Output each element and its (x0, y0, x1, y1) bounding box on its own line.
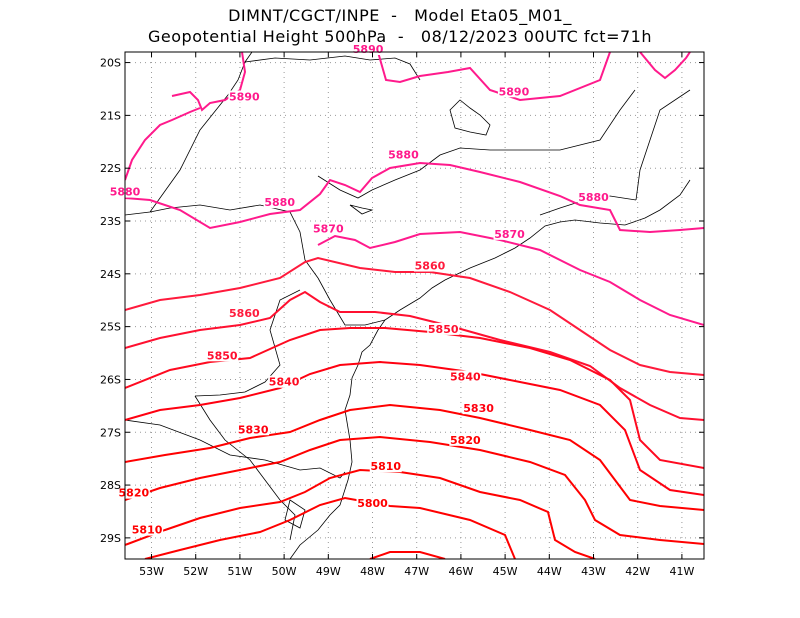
contour-label-5810: 5810 (370, 460, 401, 473)
lon-tick-label: 41W (669, 565, 694, 578)
coastline (384, 179, 691, 321)
lat-tick-label: 20S (100, 57, 121, 70)
contour-label-bg (427, 322, 460, 335)
lat-tick-label: 21S (100, 109, 121, 122)
contour-label-bg (206, 349, 239, 362)
contour-5890-b (377, 52, 611, 102)
contour-label-bg (449, 433, 482, 446)
coastline-south (289, 319, 386, 559)
state-border-pr-sc (317, 277, 386, 326)
contour-5790 (369, 551, 446, 559)
contour-label-bg (117, 486, 150, 499)
contour-label-5880: 5880 (578, 191, 609, 204)
state-border-mg-sp (149, 52, 253, 213)
contour-label-bg (497, 85, 530, 98)
lon-tick-label: 42W (625, 565, 650, 578)
contour-5860 (125, 256, 704, 376)
contour-5820 (125, 403, 704, 511)
state-border-sp-mg (317, 89, 636, 199)
axis-ticks: 53W 52W 51W 50W 49W 48W 47W 46W 45W 44W 43W 42W 41W 2… (100, 52, 704, 578)
contour-label-bg (413, 259, 446, 272)
contour-label-bg (131, 523, 164, 536)
contour-label-5860: 5860 (415, 260, 446, 273)
contour-label-bg (493, 227, 526, 240)
contour-label-bg (312, 222, 345, 235)
contour-label-bg (228, 307, 261, 320)
state-border-ms (125, 204, 319, 279)
contour-label-5890: 5890 (353, 43, 384, 56)
contour-label-bg (263, 196, 296, 209)
contour-label-5860: 5860 (229, 307, 260, 320)
lat-tick-label: 23S (100, 215, 121, 228)
lon-tick-label: 53W (139, 565, 164, 578)
lat-tick-label: 29S (100, 532, 121, 545)
state-border-mg (244, 55, 421, 81)
title-line-1: DIMNT/CGCT/INPE - Model Eta05_M01_ (228, 6, 572, 25)
contour-label-5850: 5850 (428, 323, 459, 336)
contour-5880-b (125, 161, 704, 234)
inland-lake (449, 99, 491, 136)
country-border-argentina (194, 395, 296, 541)
contour-label-bg (237, 423, 270, 436)
lat-tick-label: 28S (100, 479, 121, 492)
map-frame (124, 51, 705, 560)
contour-label-5870: 5870 (494, 228, 525, 241)
lat-tick-label: 27S (100, 426, 121, 439)
contour-label-5890: 5890 (499, 85, 530, 98)
contour-label-5850: 5850 (207, 349, 238, 362)
contour-lines (125, 52, 704, 559)
contour-5890-a (171, 52, 247, 112)
contour-5870 (317, 230, 704, 326)
contour-label-5890: 5890 (229, 91, 260, 104)
contour-label-bg (462, 402, 495, 415)
contour-label-5870: 5870 (313, 223, 344, 236)
reservoir (349, 204, 374, 215)
contour-label-5820: 5820 (119, 487, 150, 500)
lon-tick-label: 50W (272, 565, 297, 578)
contour-label-5840: 5840 (450, 370, 481, 383)
contour-5800-b (144, 496, 516, 559)
lagoon (284, 499, 306, 529)
contour-label-bg (387, 148, 420, 161)
contour-label-5840: 5840 (269, 376, 300, 389)
title-line-2: Geopotential Height 500hPa - 08/12/2023 … (148, 27, 652, 46)
contour-label-bg (268, 375, 301, 388)
lat-tick-label: 22S (100, 162, 121, 175)
lon-tick-label: 48W (360, 565, 385, 578)
borders-coastline (125, 52, 691, 559)
lon-tick-label: 47W (404, 565, 429, 578)
contour-label-bg (369, 460, 402, 473)
contour-5890-c (639, 52, 691, 80)
lat-tick-label: 25S (100, 321, 121, 334)
contour-label-5810: 5810 (132, 524, 163, 537)
lon-tick-label: 43W (581, 565, 606, 578)
contour-5880 (125, 107, 201, 181)
contour-label-bg (577, 190, 610, 203)
contour-label-5830: 5830 (463, 402, 494, 415)
lon-tick-label: 51W (227, 565, 252, 578)
lat-tick-label: 26S (100, 373, 121, 386)
contour-label-5800: 5800 (357, 497, 388, 510)
country-border-paraguay (194, 289, 301, 397)
lat-tick-label: 24S (100, 268, 121, 281)
lon-tick-label: 52W (183, 565, 208, 578)
contour-label-5830: 5830 (238, 423, 269, 436)
lon-tick-label: 46W (448, 565, 473, 578)
contour-label-5880: 5880 (388, 149, 419, 162)
lon-tick-label: 45W (493, 565, 518, 578)
lon-tick-label: 49W (316, 565, 341, 578)
contour-label-bg (228, 90, 261, 103)
lon-tick-label: 44W (537, 565, 562, 578)
contour-5810 (125, 435, 704, 545)
contour-label-bg (356, 497, 389, 510)
contour-5830 (125, 360, 704, 496)
state-border-es (635, 89, 691, 201)
state-border-sc-rs (125, 419, 346, 479)
contour-label-bg (449, 370, 482, 383)
contour-label-5820: 5820 (450, 434, 481, 447)
contour-5850 (125, 290, 704, 421)
contour-label-5880: 5880 (264, 196, 295, 209)
